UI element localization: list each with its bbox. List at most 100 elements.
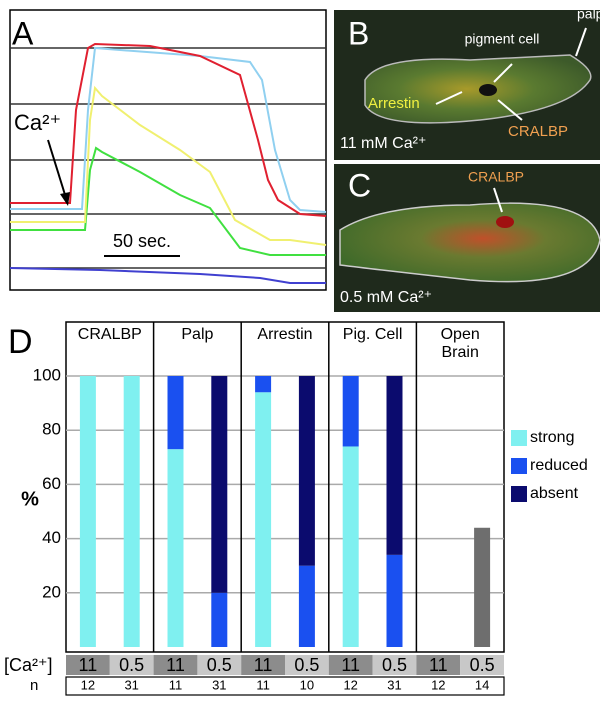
n-row-label: n [30,677,38,694]
n-row [65,676,505,696]
legend-swatch [511,486,527,502]
arrows [435,27,587,121]
group-header-box: Pig. Cell [342,326,403,343]
annotation: pigment cell [465,31,540,47]
pigment-cell [479,84,497,96]
y-axis-label: % [21,488,39,510]
bar-segment [79,376,96,647]
x-tick-label: 11 [254,655,273,675]
group-header: Pig. Cell [342,326,403,343]
y-tick-label: 100 [33,365,61,384]
x-tick-label: 11 [79,655,98,675]
panel-b: B pigment cell palp Arrestin CRALBP 11 m… [334,6,604,160]
group-header-box: CRALBP [77,326,142,343]
panel-d: 20 40 60 80 100 CRALBP Palp Arrestin Pig. Cell Op… [4,321,588,696]
stimulus-label: Ca²⁺ [14,110,61,135]
condition: 0.5 mM Ca²⁺ [340,289,432,306]
n-label: 31 [124,677,138,692]
annotation: CRALBP [468,169,524,185]
reference-lines [10,47,326,269]
bar-segment [298,376,315,566]
conc-cell [285,655,329,675]
group-header-box: Open Brain [440,326,480,361]
panel-a: A Ca²⁺ 50 sec. [9,9,327,291]
x-tick-label: 11 [341,655,360,675]
x-tick-label: 0.5 [470,655,495,675]
conc-cell [416,655,461,675]
x-tick-label: 11 [429,655,448,675]
n-label: 11 [256,677,270,692]
bar-segment [255,392,272,647]
conc-cell [197,655,242,675]
group-header: Open Brain [440,326,480,361]
n-label: 12 [343,677,357,692]
panel-label: C [348,167,371,203]
n-label: 12 [431,677,445,692]
x-tick-label: 11 [166,655,185,675]
bar-segment [474,527,491,647]
stimulus-arrow [47,139,67,199]
conc-cell [372,655,417,675]
conc-cell [66,655,110,675]
bar-segment [167,449,184,647]
bar-segment [211,592,228,647]
bar-segment [167,376,184,450]
x-tick-label: 0.5 [294,655,319,675]
bar-segment [255,376,272,393]
group-header-box: Palp [181,326,214,343]
y-tick-label: 20 [42,582,61,601]
arrow [493,187,503,213]
y-tick-label: 60 [42,474,61,493]
group-header: CRALBP [77,326,142,343]
panel-c: C CRALBP 0.5 mM Ca²⁺ [334,164,601,312]
y-tick-label: 40 [42,528,61,547]
bar-segment [298,565,315,647]
bar-segment [123,376,140,647]
embryo [339,202,601,283]
group-header: Palp [181,326,214,343]
conc-cell [328,655,373,675]
conc-cell [241,655,285,675]
legend-label: strong [530,429,574,446]
n-label: 12 [81,677,95,692]
bar-segment [211,376,228,593]
group-header-box: Arrestin [257,326,313,343]
annotation: palp [577,6,604,22]
bar-segment [342,446,359,647]
conc-cell [153,655,198,675]
y-tick-label: 80 [42,420,61,439]
panel-label: D [8,323,33,361]
conc-cell [460,655,504,675]
legend-swatch [511,430,527,446]
n-label: 14 [475,677,489,692]
n-label: 10 [300,677,314,692]
embryo [364,54,592,124]
bar-segment [386,376,403,555]
annotation: Arrestin [368,95,420,112]
panel-label: A [12,15,34,51]
legend-swatch [511,458,527,474]
bar-segment [386,554,403,647]
conc-cell [109,655,154,675]
arrow-head [60,192,70,206]
panel-label: B [348,15,369,51]
legend-label: reduced [530,457,588,474]
n-label: 31 [212,677,226,692]
x-tick-label: 0.5 [119,655,144,675]
n-label: 11 [169,677,183,692]
x-tick-label: 0.5 [382,655,407,675]
x-tick-label: 0.5 [207,655,232,675]
annotation: CRALBP [508,123,568,140]
bar-segment [342,376,359,447]
conc-row-label: [Ca²⁺] [4,655,53,675]
legend-label: absent [530,485,579,502]
group-header: Arrestin [257,326,313,343]
cralbp-spot [496,216,514,228]
traces [9,42,327,284]
n-label: 31 [387,677,401,692]
panel-frame [9,9,327,291]
condition: 11 mM Ca²⁺ [340,135,426,152]
scale-bar-label: 50 sec. [113,231,171,251]
